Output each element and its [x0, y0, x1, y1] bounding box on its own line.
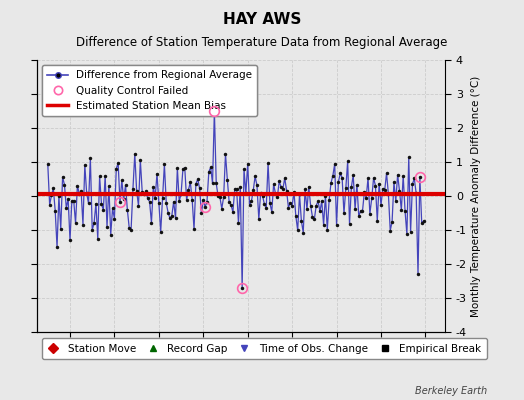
Text: Difference of Station Temperature Data from Regional Average: Difference of Station Temperature Data f…: [77, 36, 447, 49]
Legend: Station Move, Record Gap, Time of Obs. Change, Empirical Break: Station Move, Record Gap, Time of Obs. C…: [42, 338, 487, 359]
Legend: Difference from Regional Average, Quality Control Failed, Estimated Station Mean: Difference from Regional Average, Qualit…: [42, 65, 257, 116]
Y-axis label: Monthly Temperature Anomaly Difference (°C): Monthly Temperature Anomaly Difference (…: [471, 75, 481, 317]
Text: Berkeley Earth: Berkeley Earth: [415, 386, 487, 396]
Text: HAY AWS: HAY AWS: [223, 12, 301, 27]
